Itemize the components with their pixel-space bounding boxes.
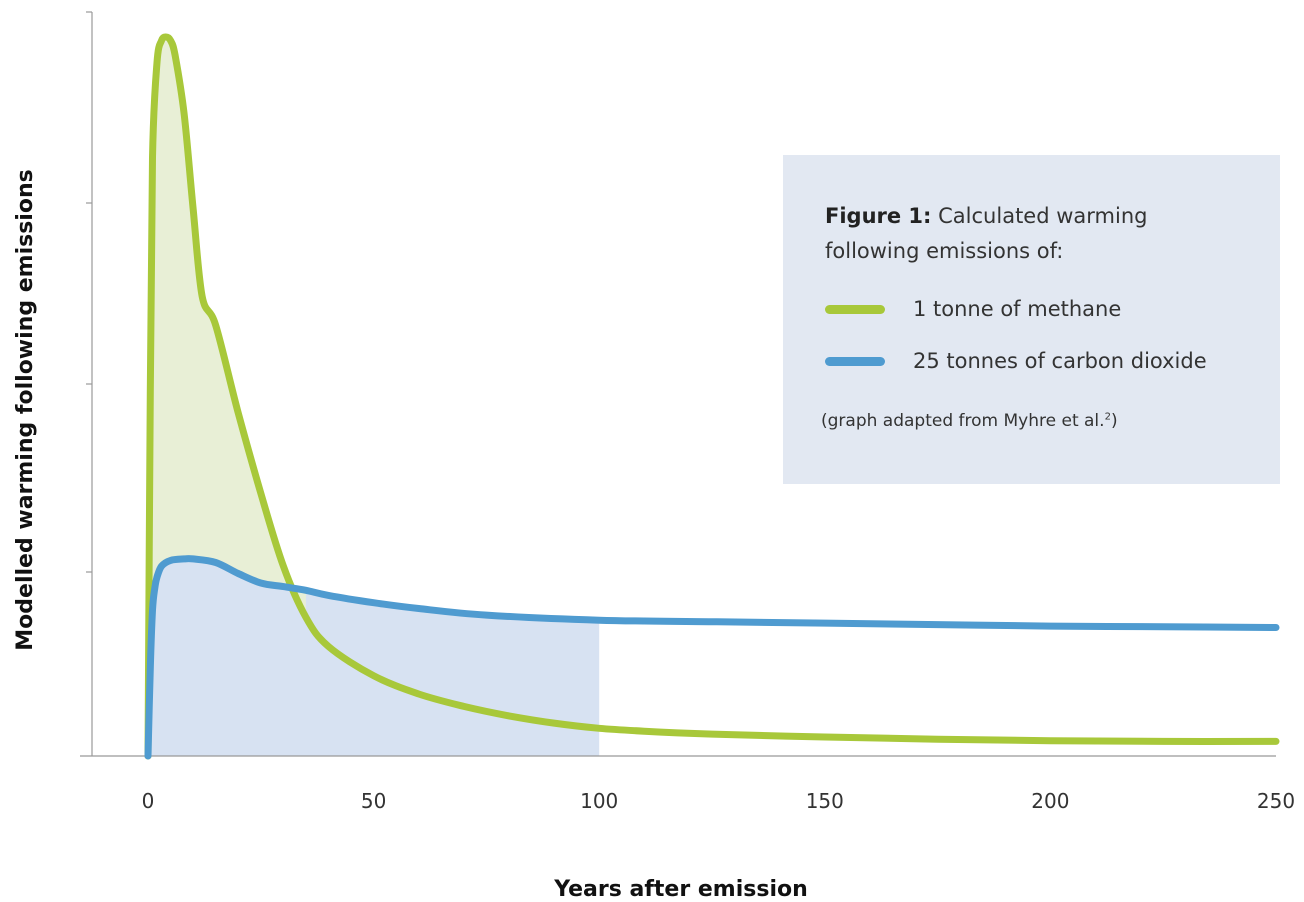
legend-note: (graph adapted from Myhre et al.2) xyxy=(821,411,1280,431)
legend-label-methane: 1 tonne of methane xyxy=(913,297,1122,321)
legend-note-text: (graph adapted from Myhre et al. xyxy=(821,411,1105,431)
legend-title-rest: Calculated warming following emissions o… xyxy=(825,204,1148,263)
series-line-co2 xyxy=(144,555,1280,760)
x-tick-label-100: 100 xyxy=(580,789,618,813)
legend-label-co2: 25 tonnes of carbon dioxide xyxy=(913,349,1207,373)
legend-note-sup: 2 xyxy=(1104,411,1111,423)
legend-note-end: ) xyxy=(1110,411,1118,431)
legend-title-bold: Figure 1: xyxy=(825,204,932,228)
legend-box: Figure 1: Calculated warming following e… xyxy=(783,155,1280,484)
x-tick-label-200: 200 xyxy=(1031,789,1069,813)
x-tick-label-150: 150 xyxy=(806,789,844,813)
x-tick-label-50: 50 xyxy=(361,789,386,813)
shaded-region-co2 xyxy=(148,558,600,756)
legend-title: Figure 1: Calculated warming following e… xyxy=(825,199,1185,269)
x-tick-label-250: 250 xyxy=(1257,789,1295,813)
series-line-methane xyxy=(144,33,1280,760)
legend-item-co2: 25 tonnes of carbon dioxide xyxy=(825,335,1280,387)
y-axis-title: Modelled warming following emissions xyxy=(13,169,38,650)
methane-fill xyxy=(148,37,306,756)
x-axis-title: Years after emission xyxy=(553,877,808,902)
legend-item-methane: 1 tonne of methane xyxy=(825,283,1280,335)
legend-swatch-methane xyxy=(825,304,885,314)
legend-swatch-co2 xyxy=(825,356,885,366)
x-tick-label-0: 0 xyxy=(142,789,155,813)
